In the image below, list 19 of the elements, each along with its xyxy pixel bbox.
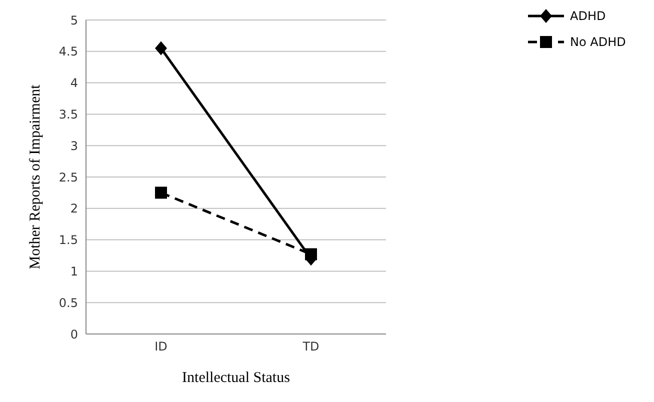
legend-label: ADHD bbox=[570, 9, 606, 23]
point bbox=[155, 41, 167, 56]
y-tick-label: 0.5 bbox=[58, 296, 78, 310]
y-tick-label: 4 bbox=[70, 76, 78, 90]
legend-label: No ADHD bbox=[570, 35, 626, 49]
y-tick-label: 3.5 bbox=[58, 107, 78, 122]
y-tick-label: 2 bbox=[70, 202, 78, 216]
y-tick-label: 3 bbox=[70, 138, 78, 153]
x-tick-label: TD bbox=[302, 340, 320, 354]
y-tick-label: 5 bbox=[70, 13, 78, 28]
x-tick-label: ID bbox=[154, 340, 168, 354]
y-tick-label: 1.5 bbox=[58, 233, 78, 248]
y-tick-label: 2.5 bbox=[58, 170, 78, 184]
y-axis-title: Mother Reports of Impairment bbox=[27, 84, 44, 270]
y-tick-label: 0 bbox=[70, 327, 78, 342]
x-axis-title: Intellectual Status bbox=[182, 370, 290, 386]
y-tick-label: 4.5 bbox=[58, 44, 78, 59]
point bbox=[155, 186, 167, 199]
y-tick-label: 1 bbox=[70, 264, 78, 278]
